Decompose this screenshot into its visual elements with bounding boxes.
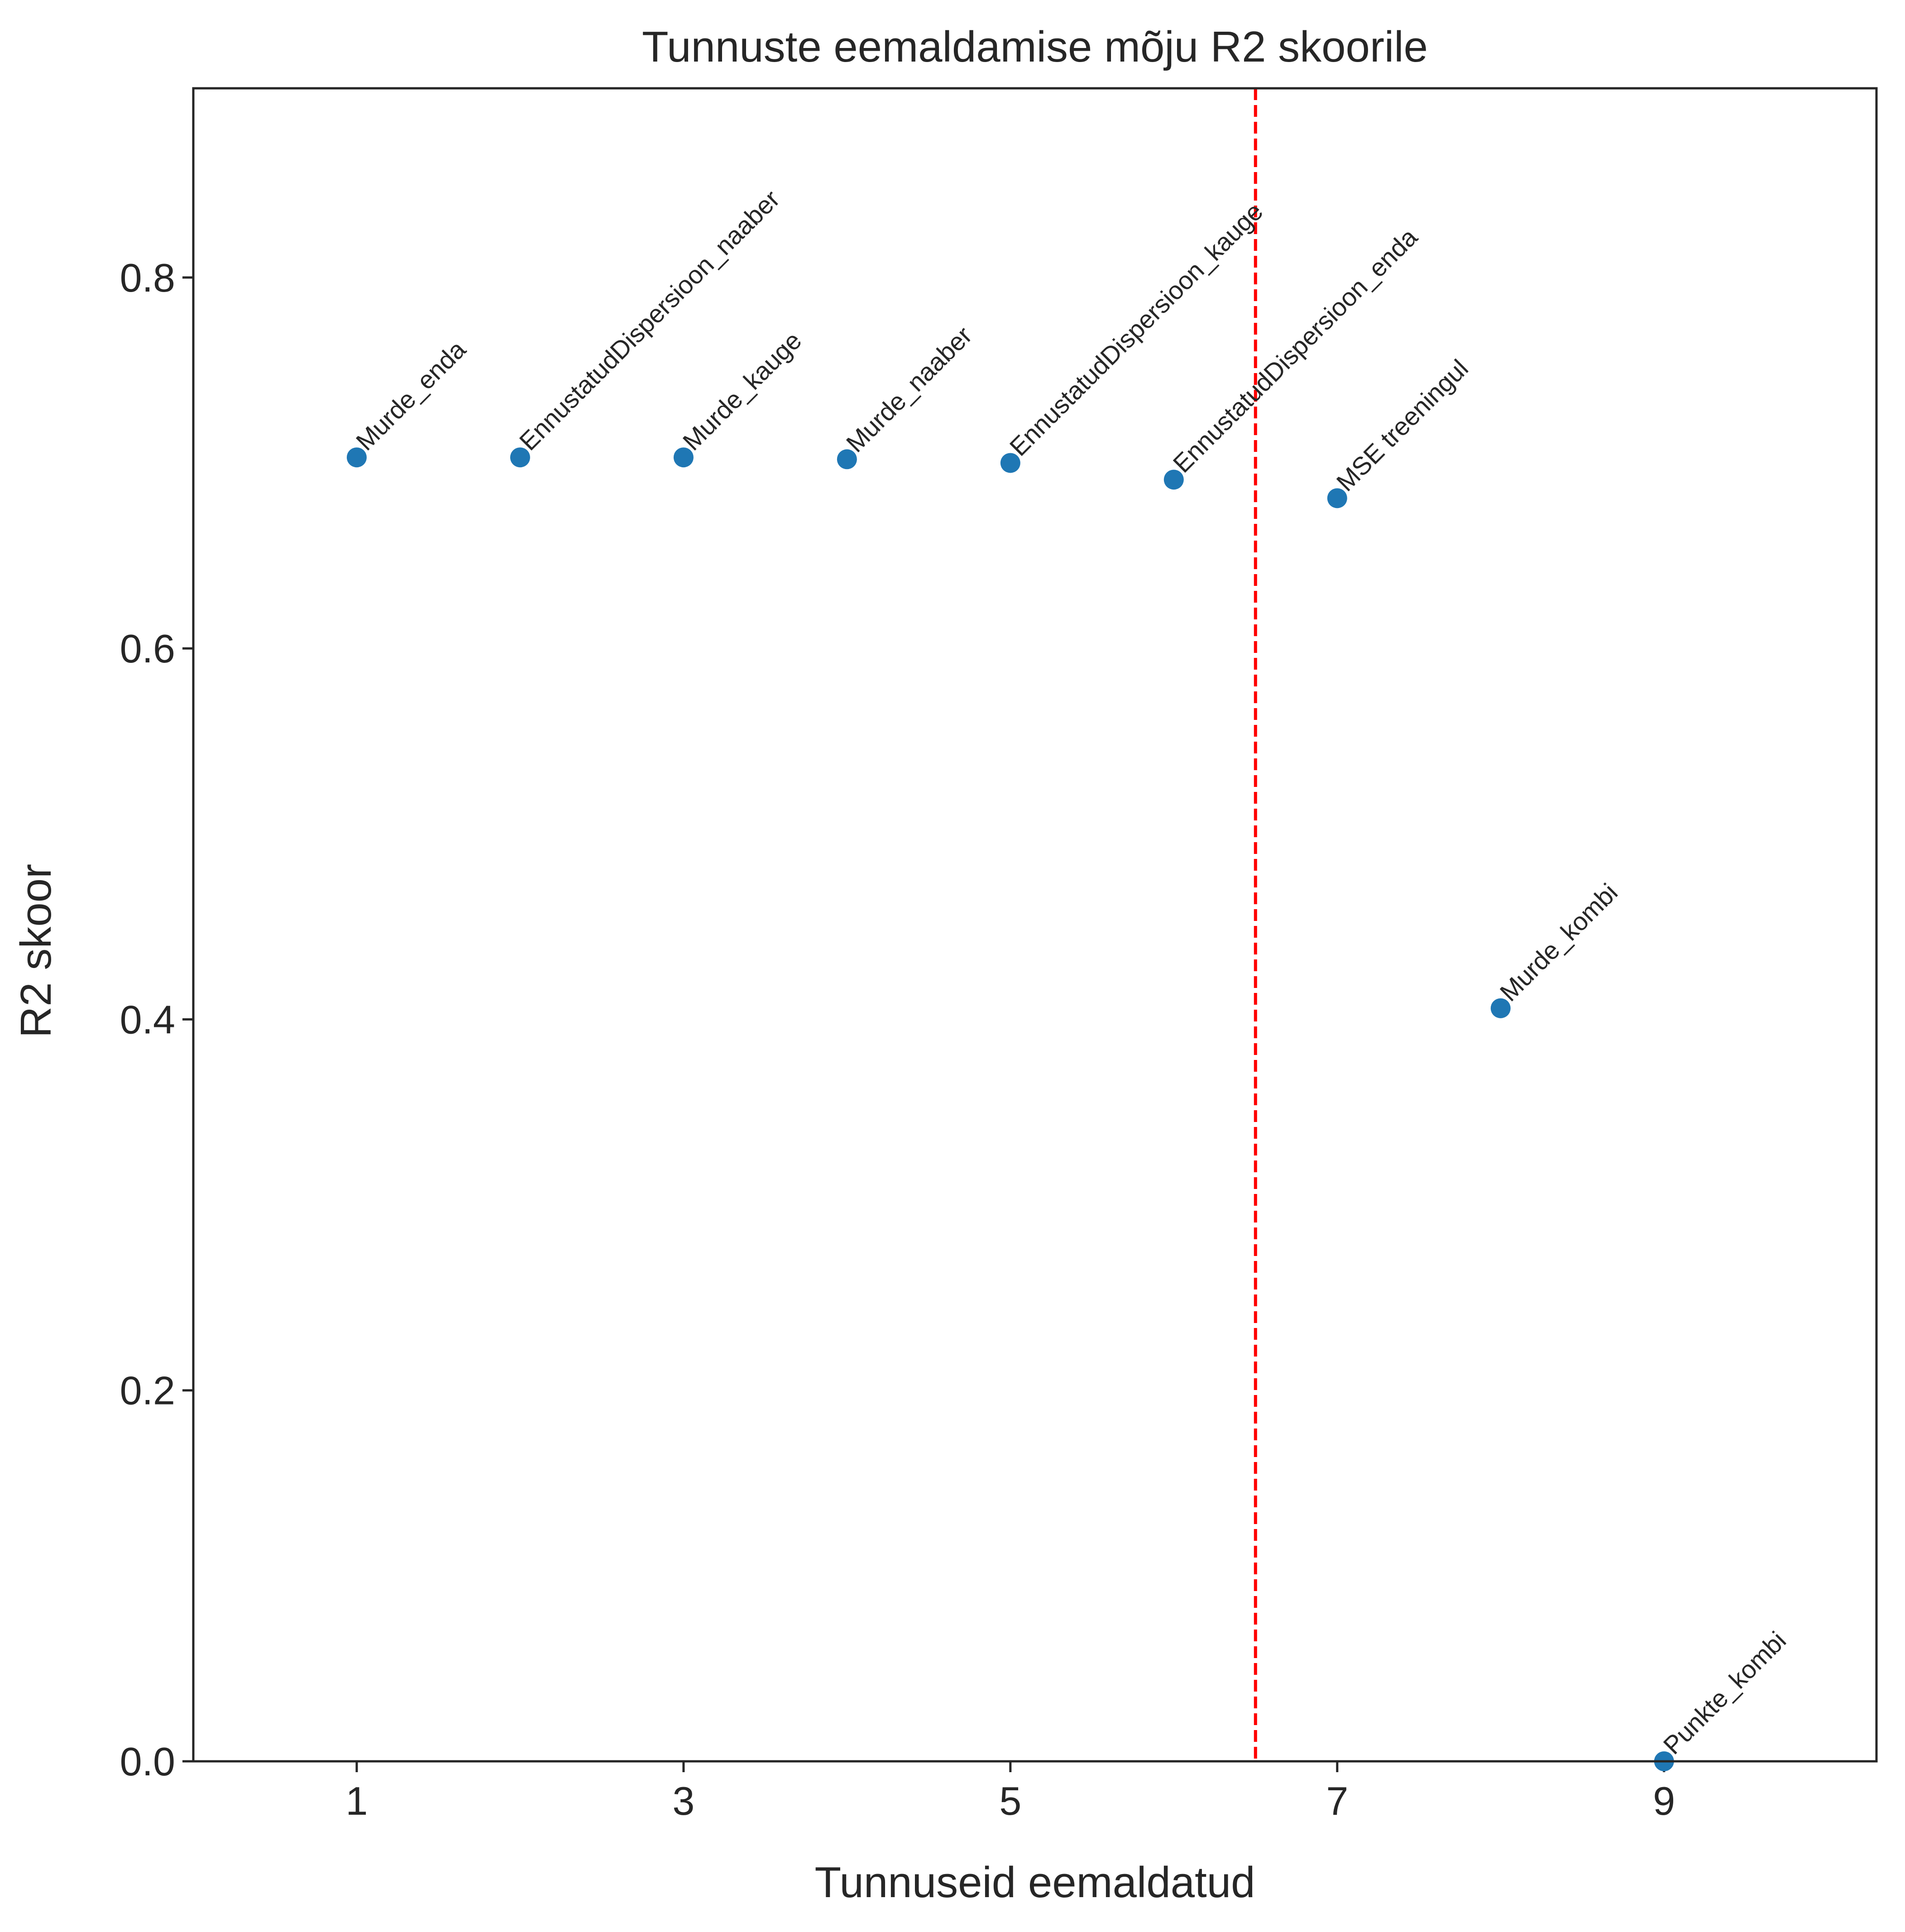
data-point xyxy=(1327,488,1347,508)
data-point xyxy=(1163,470,1184,490)
x-tick-label: 7 xyxy=(1326,1779,1348,1823)
x-tick-label: 3 xyxy=(672,1779,694,1823)
data-point xyxy=(673,447,694,468)
y-axis-label: R2 skoor xyxy=(12,864,60,1038)
x-tick-label: 9 xyxy=(1653,1779,1675,1823)
data-point xyxy=(346,447,367,468)
data-point xyxy=(837,449,857,470)
y-tick-label: 0.2 xyxy=(120,1368,175,1413)
data-point xyxy=(1490,998,1511,1018)
y-tick-label: 0.8 xyxy=(120,255,175,300)
x-axis-label: Tunnuseid eemaldatud xyxy=(814,1858,1255,1907)
x-tick-label: 5 xyxy=(999,1779,1021,1823)
plot-frame xyxy=(192,87,1878,1763)
data-point xyxy=(510,447,530,468)
y-tick-label: 0.4 xyxy=(120,997,175,1042)
chart-title: Tunnuste eemaldamise mõju R2 skoorile xyxy=(642,23,1428,71)
data-point xyxy=(1000,453,1020,473)
x-tick-label: 1 xyxy=(345,1779,368,1823)
y-tick-label: 0.0 xyxy=(120,1739,175,1784)
y-tick-label: 0.6 xyxy=(120,626,175,671)
